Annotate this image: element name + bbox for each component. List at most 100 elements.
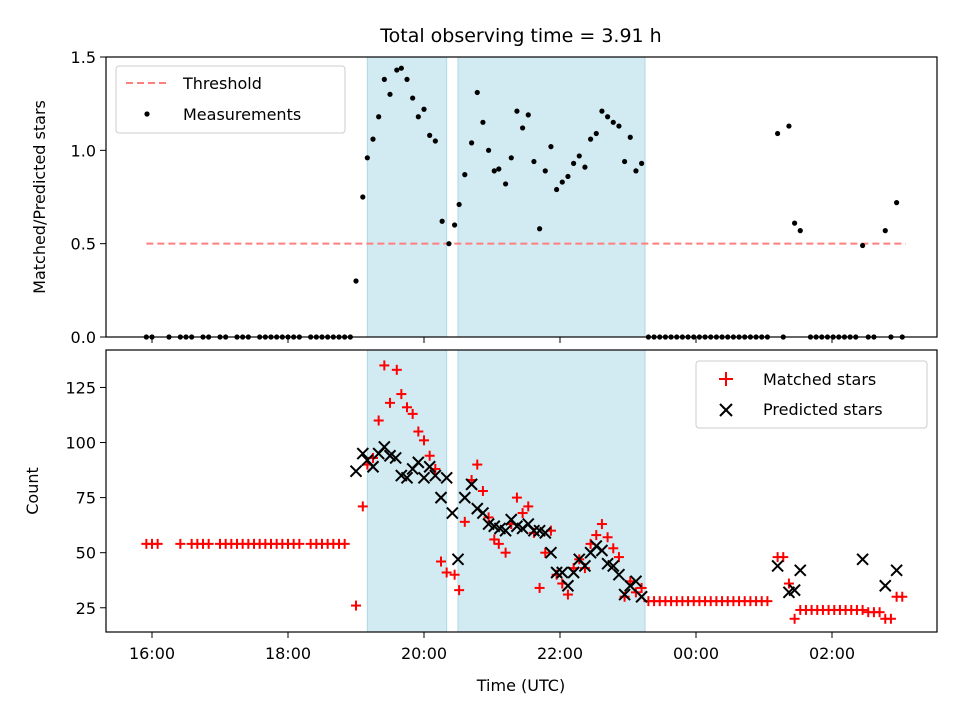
matched-star-point (449, 569, 460, 580)
matched-star-point (783, 578, 794, 589)
measurement-point (394, 67, 400, 73)
matched-star-point (500, 547, 511, 558)
measurement-point (622, 158, 628, 165)
x-axis-label: Time (UTC) (476, 676, 565, 695)
measurement-point (421, 106, 427, 112)
predicted-star-point (539, 526, 552, 540)
measurement-point (381, 76, 387, 82)
matched-star-point (762, 596, 773, 607)
panel-top: 0.0 0.5 1.0 1.5 Matched/Predicted stars Thr… (30, 48, 938, 347)
measurement-point (486, 147, 492, 153)
matched-star-point (789, 613, 800, 624)
measurement-point (554, 186, 560, 193)
x-tick-label: 18:00 (265, 644, 311, 663)
y-tick-label-bottom: 100 (65, 434, 96, 453)
legend-top: Threshold Measurements (115, 65, 346, 134)
y-tick-label-bottom: 75 (76, 489, 96, 508)
matched-star-point (511, 492, 522, 503)
measurement-point (537, 226, 543, 232)
measurement-point (508, 155, 514, 161)
measurement-point (616, 123, 622, 129)
measurement-point (370, 136, 376, 142)
measurement-point (387, 91, 393, 97)
matched-star-point (175, 538, 186, 549)
predicted-star-point (440, 471, 453, 484)
matched-star-point (636, 582, 647, 593)
measurement-point (627, 134, 633, 140)
measurement-point (775, 130, 781, 137)
legend-bottom-frame (695, 360, 928, 429)
matched-star-point (339, 538, 350, 549)
measurement-point (894, 200, 900, 206)
x-tick-label: 20:00 (401, 644, 447, 663)
x-tick-label: 02:00 (809, 644, 855, 663)
measurement-point (593, 130, 599, 137)
legend-measurements-label: Measurements (183, 105, 301, 124)
panel-top-frame (105, 56, 938, 338)
matched-star-point (596, 519, 607, 530)
measurement-point (559, 179, 565, 185)
matched-star-point (591, 530, 602, 541)
predicted-star-point (451, 553, 465, 566)
panel-bottom-frame (105, 349, 938, 633)
matched-star-point (152, 538, 163, 549)
predicted-star-point (607, 559, 620, 573)
matched-star-point (472, 459, 483, 470)
predicted-star-point (561, 579, 575, 592)
matched-star-point (294, 538, 305, 549)
matched-star-point (540, 547, 551, 558)
measurement-point (599, 108, 605, 114)
x-tick-label: 16:00 (129, 644, 175, 663)
measurement-point (456, 201, 462, 208)
x-tick-label: 00:00 (673, 644, 719, 663)
predicted-star-point (349, 464, 363, 478)
predicted-star-point (618, 588, 631, 601)
measurement-point (427, 132, 433, 138)
x-tick-label: 22:00 (537, 644, 583, 663)
measurement-point (582, 164, 588, 170)
y-tick-label-top: 0.5 (71, 235, 96, 254)
y-tick-label-bottom: 25 (76, 599, 96, 618)
legend-matched-label: Matched stars (763, 370, 876, 389)
measurement-point (588, 136, 594, 142)
legend-threshold-label: Threshold (182, 74, 262, 93)
legend-predicted-swatch (719, 403, 733, 417)
predicted-star-point (856, 553, 869, 566)
matched-star-point (493, 538, 504, 549)
matched-star-point (351, 600, 361, 611)
measurement-point (525, 112, 531, 118)
y-tick-label-bottom: 50 (76, 544, 96, 563)
predicted-star-point (635, 590, 648, 603)
measurement-point (639, 160, 645, 166)
predicted-star-point (550, 566, 563, 579)
predicted-star-point (595, 544, 609, 557)
measurement-point (469, 140, 475, 146)
matched-star-point (534, 582, 545, 593)
measurement-point (786, 123, 792, 129)
predicted-star-point (423, 460, 436, 473)
matched-star-point (379, 360, 390, 371)
matched-star-point (407, 408, 418, 419)
legend-predicted-label: Predicted stars (763, 400, 883, 419)
observing-interval-shade (457, 56, 646, 338)
measurement-point (520, 125, 526, 131)
observing-interval-shade (366, 56, 448, 338)
matched-star-point (402, 402, 412, 413)
matched-star-point (562, 589, 573, 600)
measurement-point (491, 168, 497, 174)
measurement-point (410, 95, 416, 101)
predicted-star-point (612, 568, 626, 581)
measurement-point (452, 222, 458, 228)
legend-matched-swatch (719, 372, 733, 386)
matched-star-point (203, 538, 214, 549)
matched-star-point (436, 556, 446, 567)
matched-star-point (885, 613, 896, 624)
chart-title: Total observing time = 3.91 h (379, 25, 661, 47)
measurement-point (548, 144, 554, 150)
matched-star-point (396, 389, 407, 400)
legend-top-frame (115, 65, 346, 134)
measurement-point (860, 242, 866, 249)
observing-interval-shade (366, 349, 448, 633)
y-tick-label-top: 1.0 (71, 141, 96, 160)
matched-star-point (897, 591, 908, 602)
